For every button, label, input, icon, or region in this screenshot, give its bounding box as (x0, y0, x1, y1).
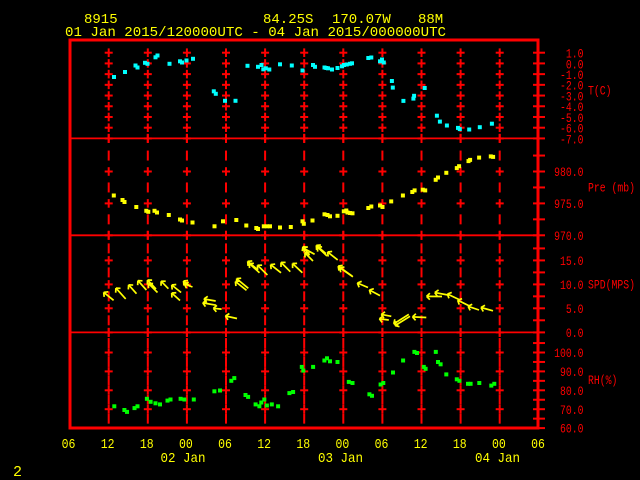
svg-text:-7.0: -7.0 (560, 132, 583, 147)
svg-text:2: 2 (13, 464, 22, 480)
svg-text:06: 06 (531, 437, 545, 453)
svg-text:-6.0: -6.0 (560, 122, 583, 137)
svg-text:90.0: 90.0 (560, 365, 583, 380)
svg-text:88M: 88M (418, 12, 443, 28)
svg-text:03 Jan: 03 Jan (318, 451, 363, 467)
svg-text:00: 00 (492, 437, 506, 453)
svg-text:06: 06 (218, 437, 232, 453)
svg-text:-3.0: -3.0 (560, 89, 583, 104)
svg-text:00: 00 (336, 437, 350, 453)
svg-text:-2.0: -2.0 (560, 79, 583, 94)
svg-text:84.25S: 84.25S (263, 12, 313, 28)
svg-text:-5.0: -5.0 (560, 111, 583, 126)
svg-text:02 Jan: 02 Jan (161, 451, 206, 467)
svg-text:980.0: 980.0 (554, 165, 583, 180)
svg-text:5.0: 5.0 (566, 302, 584, 317)
svg-text:0.0: 0.0 (566, 326, 584, 341)
svg-text:T(C): T(C) (588, 83, 611, 98)
svg-text:SPD(MPS): SPD(MPS) (588, 278, 635, 293)
svg-text:00: 00 (179, 437, 193, 453)
svg-text:06: 06 (375, 437, 389, 453)
svg-text:Pre (mb): Pre (mb) (588, 180, 635, 195)
svg-text:-1.0: -1.0 (560, 68, 583, 83)
svg-text:80.0: 80.0 (560, 384, 583, 399)
svg-text:18: 18 (296, 437, 310, 453)
svg-text:60.0: 60.0 (560, 422, 583, 437)
svg-text:975.0: 975.0 (554, 197, 583, 212)
svg-text:01 Jan 2015/120000UTC - 04 Jan: 01 Jan 2015/120000UTC - 04 Jan 2015/0000… (65, 25, 446, 41)
svg-text:12: 12 (101, 437, 115, 453)
svg-text:-4.0: -4.0 (560, 100, 583, 115)
svg-text:170.07W: 170.07W (332, 12, 391, 28)
svg-text:70.0: 70.0 (560, 403, 583, 418)
svg-text:8915: 8915 (84, 12, 118, 28)
svg-text:12: 12 (414, 437, 428, 453)
svg-text:10.0: 10.0 (560, 278, 583, 293)
svg-text:100.0: 100.0 (554, 346, 583, 361)
svg-text:04 Jan: 04 Jan (475, 451, 520, 467)
svg-text:0.0: 0.0 (566, 57, 584, 72)
svg-text:18: 18 (140, 437, 154, 453)
svg-text:06: 06 (62, 437, 76, 453)
svg-text:18: 18 (453, 437, 467, 453)
svg-text:12: 12 (257, 437, 271, 453)
svg-text:1.0: 1.0 (566, 47, 584, 62)
svg-text:15.0: 15.0 (560, 254, 583, 269)
svg-text:970.0: 970.0 (554, 229, 583, 244)
svg-text:RH(%): RH(%) (588, 373, 617, 388)
